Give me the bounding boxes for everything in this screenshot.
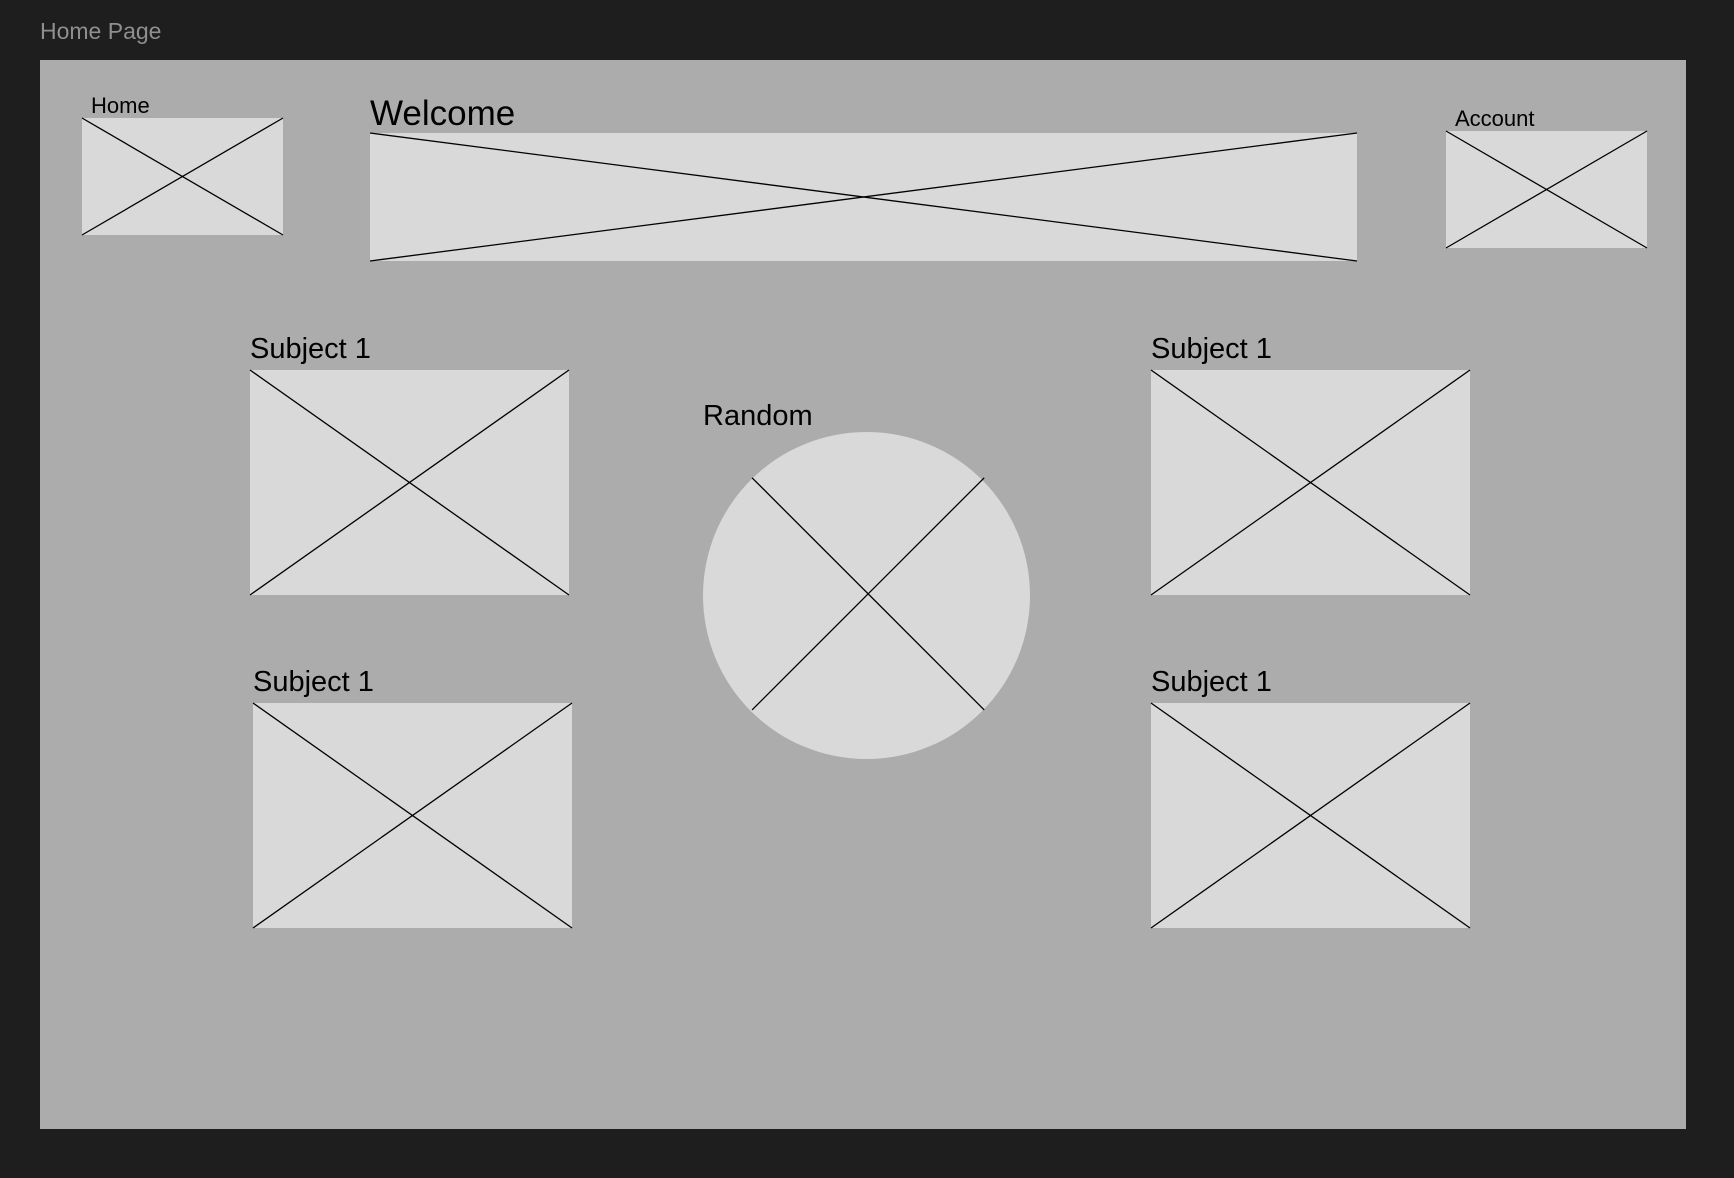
welcome-banner-placeholder[interactable]	[370, 133, 1357, 261]
subject-top-right-label: Subject 1	[1151, 333, 1272, 365]
subject-bottom-left-label: Subject 1	[253, 666, 374, 698]
home-page-frame[interactable]: Home Welcome Account Subject 1	[40, 60, 1686, 1129]
image-placeholder-icon	[82, 118, 283, 235]
account-label: Account	[1455, 106, 1535, 131]
subject-bottom-left-placeholder[interactable]	[253, 703, 572, 928]
frame-title[interactable]: Home Page	[40, 18, 162, 44]
home-image-placeholder[interactable]	[82, 118, 283, 235]
random-label: Random	[703, 400, 813, 432]
subject-top-right-placeholder[interactable]	[1151, 370, 1470, 595]
image-placeholder-icon	[1151, 703, 1470, 928]
subject-top-left-label: Subject 1	[250, 333, 371, 365]
subject-top-left-placeholder[interactable]	[250, 370, 569, 595]
image-placeholder-icon	[370, 133, 1357, 261]
image-placeholder-icon	[250, 370, 569, 595]
account-image-placeholder[interactable]	[1446, 131, 1647, 248]
subject-bottom-right-placeholder[interactable]	[1151, 703, 1470, 928]
image-placeholder-icon	[253, 703, 572, 928]
image-placeholder-icon	[703, 432, 1030, 759]
subject-bottom-right-label: Subject 1	[1151, 666, 1272, 698]
image-placeholder-icon	[1151, 370, 1470, 595]
home-label: Home	[91, 93, 150, 118]
image-placeholder-icon	[1446, 131, 1647, 248]
welcome-label: Welcome	[370, 94, 516, 133]
random-circle-placeholder[interactable]	[703, 432, 1030, 759]
